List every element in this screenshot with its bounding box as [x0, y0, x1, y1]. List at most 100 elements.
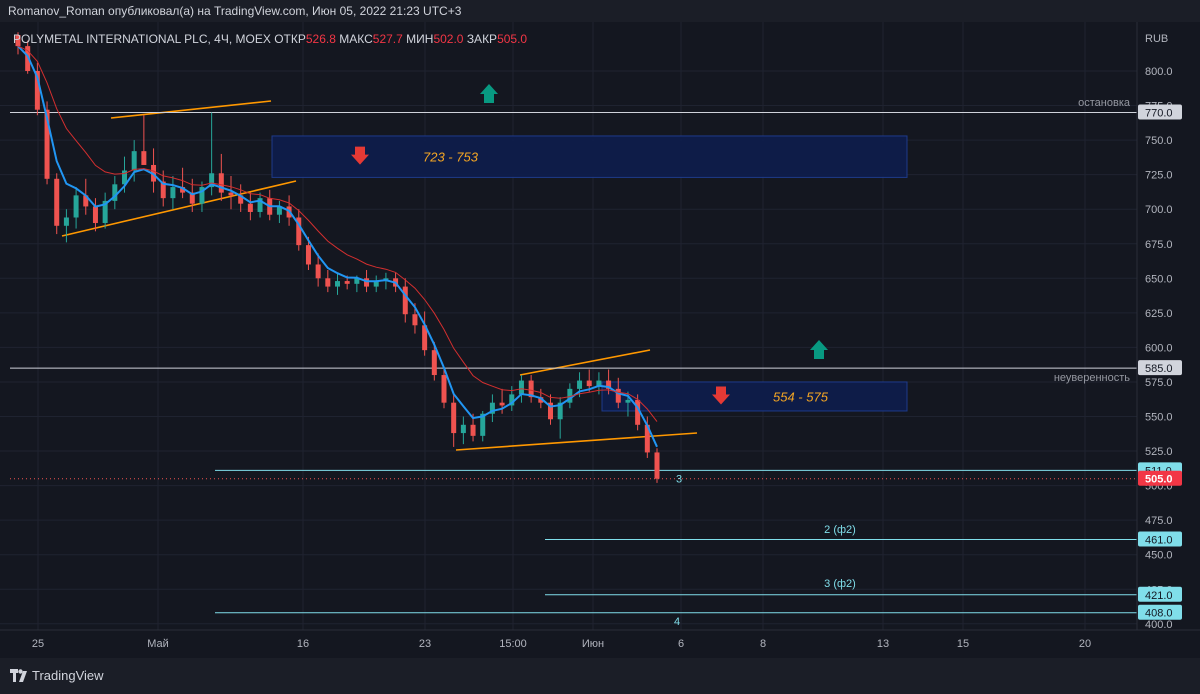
candle[interactable]	[489, 394, 495, 423]
candle[interactable]	[141, 115, 147, 165]
time-tick-label: 25	[32, 638, 44, 650]
candle[interactable]	[73, 187, 79, 229]
candle-body	[238, 195, 244, 204]
trend-lines	[61, 100, 698, 451]
price-level-tag[interactable]: 770.0	[1138, 104, 1182, 120]
candle-body	[431, 350, 437, 376]
price-tick-label: 700.0	[1145, 204, 1173, 216]
candle[interactable]	[257, 192, 263, 218]
candle[interactable]	[102, 192, 108, 229]
candle[interactable]	[451, 394, 457, 447]
candle[interactable]	[335, 272, 340, 295]
candle[interactable]	[170, 176, 176, 210]
candle[interactable]	[460, 416, 466, 445]
zone-label: 723 - 753	[423, 150, 479, 165]
candle[interactable]	[402, 278, 408, 323]
candle-body	[344, 281, 350, 284]
candle[interactable]	[373, 275, 379, 293]
candle-body	[606, 380, 612, 389]
time-axis[interactable]: 25 Май 16 23 15:00 Июн 6 8 13 15 20	[0, 629, 1200, 658]
up-arrow-icon	[480, 84, 498, 103]
time-tick-label: 13	[877, 638, 889, 650]
candle[interactable]	[218, 153, 224, 201]
trend-line[interactable]	[61, 180, 297, 237]
candle[interactable]	[180, 167, 186, 199]
candle-body	[305, 245, 311, 265]
candle[interactable]	[422, 311, 428, 356]
candle[interactable]	[567, 383, 573, 409]
candle-body	[654, 452, 660, 479]
candle[interactable]	[325, 270, 331, 293]
wave-label: 3	[676, 474, 682, 486]
candle[interactable]	[441, 369, 447, 409]
candle[interactable]	[276, 200, 282, 224]
candle[interactable]	[131, 140, 137, 182]
candle-body	[615, 388, 621, 403]
candle[interactable]	[296, 209, 302, 251]
price-level-tag-bg	[1138, 360, 1182, 376]
candle-body	[354, 278, 360, 284]
candle-body	[422, 325, 428, 351]
candle-body	[441, 375, 447, 403]
candle[interactable]	[586, 369, 592, 392]
candle[interactable]	[635, 394, 641, 431]
candle[interactable]	[238, 184, 244, 212]
ema-slow-line	[17, 45, 658, 422]
candle[interactable]	[577, 372, 583, 398]
current-price-tag[interactable]: 505.0	[1138, 470, 1182, 486]
target-zone[interactable]	[601, 381, 908, 412]
candle[interactable]	[15, 32, 21, 55]
candle[interactable]	[92, 198, 98, 232]
candle[interactable]	[199, 181, 205, 212]
candle-body	[141, 151, 147, 165]
price-level-tag[interactable]: 408.0	[1138, 604, 1182, 620]
price-level-tag[interactable]: 461.0	[1138, 531, 1182, 547]
price-level-tag[interactable]: 421.0	[1138, 586, 1182, 602]
candle[interactable]	[34, 62, 40, 116]
price-axis[interactable]: RUB400.0425.0450.0475.0500.0525.0550.057…	[1136, 22, 1200, 631]
price-level-name: неуверенность	[1054, 372, 1130, 384]
candle-body	[364, 278, 370, 287]
candle-body	[528, 380, 534, 398]
trend-line[interactable]	[519, 349, 651, 376]
candle-body	[644, 424, 650, 453]
candle[interactable]	[247, 192, 253, 221]
price-level-name: 3 (ф2)	[824, 578, 856, 590]
candle-body	[131, 151, 137, 171]
high-value: 527.7	[372, 32, 403, 46]
candle[interactable]	[228, 176, 234, 210]
candle[interactable]	[644, 416, 650, 458]
candle-body	[228, 192, 234, 196]
footer-bar: TradingView	[0, 658, 1200, 694]
candle[interactable]	[548, 394, 553, 425]
open-label: ОТКР	[274, 32, 306, 46]
candle-body	[276, 206, 282, 215]
candle[interactable]	[528, 375, 534, 403]
price-tick-label: 675.0	[1145, 239, 1173, 251]
target-zone[interactable]	[271, 135, 908, 178]
candle-body	[296, 217, 302, 246]
candle[interactable]	[112, 176, 118, 210]
price-tick-label: 475.0	[1145, 515, 1173, 527]
candle[interactable]	[54, 173, 60, 235]
candle[interactable]	[315, 253, 321, 287]
candle[interactable]	[63, 209, 69, 243]
price-level-name: остановка	[1078, 97, 1131, 109]
trend-line[interactable]	[455, 432, 698, 451]
trend-line[interactable]	[110, 100, 272, 119]
price-chart[interactable]: 723 - 753 554 - 575 остановка неуверенность…	[0, 22, 1200, 658]
candle-body	[54, 178, 60, 226]
candle[interactable]	[209, 112, 215, 196]
candle[interactable]	[160, 170, 166, 207]
candle-body	[412, 314, 418, 326]
candle[interactable]	[305, 236, 311, 271]
price-level-tag[interactable]: 585.0	[1138, 360, 1182, 376]
low-value: 502.0	[433, 32, 464, 46]
price-level-tag-text: 461.0	[1145, 534, 1173, 546]
tradingview-logo[interactable]: TradingView	[10, 668, 104, 683]
candle[interactable]	[431, 341, 437, 381]
candle-body	[63, 217, 69, 226]
candle-body	[199, 187, 205, 204]
price-level-tag-bg	[1138, 604, 1182, 620]
candle[interactable]	[654, 448, 660, 483]
